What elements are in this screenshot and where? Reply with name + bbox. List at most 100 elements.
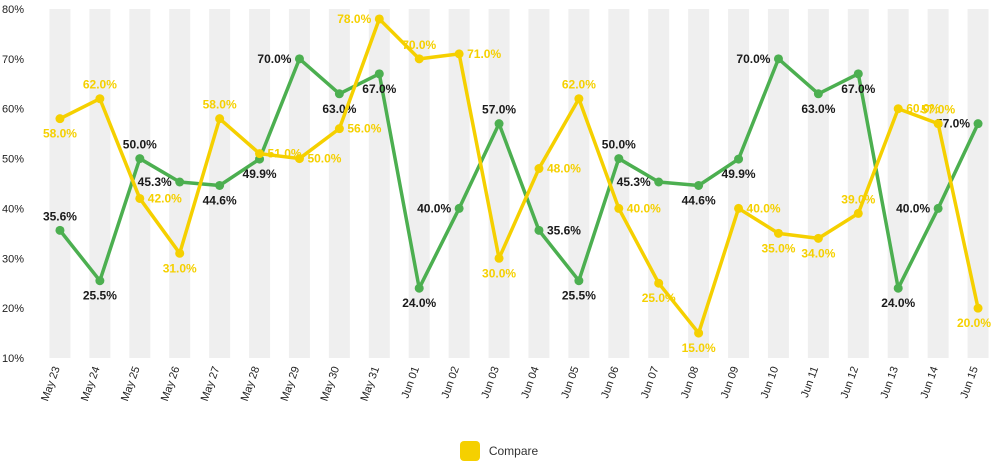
data-point[interactable]: [494, 253, 504, 263]
data-point[interactable]: [374, 69, 384, 79]
data-point[interactable]: [255, 149, 265, 159]
grid-band: [488, 9, 510, 358]
data-label: 63.0%: [801, 102, 835, 116]
data-label: 70.0%: [257, 52, 291, 66]
x-tick-label: Jun 02: [439, 365, 462, 400]
grid-band: [728, 9, 750, 358]
x-tick-label: Jun 14: [918, 365, 941, 400]
data-point[interactable]: [773, 228, 783, 238]
legend-item-compare[interactable]: Compare: [459, 441, 539, 461]
data-point[interactable]: [215, 114, 225, 124]
data-label: 50.0%: [123, 138, 157, 152]
data-point[interactable]: [773, 54, 783, 64]
x-tick-label: May 28: [239, 365, 263, 403]
grid-band: [129, 9, 151, 358]
y-tick-label: 40%: [2, 203, 24, 215]
data-point[interactable]: [933, 203, 943, 213]
x-tick-label: May 27: [199, 365, 223, 403]
x-tick-label: Jun 15: [958, 365, 981, 400]
data-point[interactable]: [334, 89, 344, 99]
data-point[interactable]: [454, 203, 464, 213]
data-label: 40.0%: [896, 201, 930, 215]
data-point[interactable]: [55, 114, 65, 124]
data-label: 24.0%: [881, 296, 915, 310]
data-point[interactable]: [95, 276, 105, 286]
data-point[interactable]: [933, 119, 943, 129]
data-point[interactable]: [893, 104, 903, 114]
data-point[interactable]: [893, 283, 903, 293]
x-tick-label: May 31: [358, 365, 382, 403]
data-point[interactable]: [614, 203, 624, 213]
data-point[interactable]: [853, 69, 863, 79]
x-tick-label: Jun 11: [799, 365, 821, 399]
data-label: 56.0%: [347, 122, 381, 136]
data-label: 78.0%: [337, 12, 371, 26]
data-point[interactable]: [294, 154, 304, 164]
data-point[interactable]: [494, 119, 504, 129]
data-label: 40.0%: [417, 201, 451, 215]
data-point[interactable]: [734, 154, 744, 164]
data-label: 31.0%: [163, 261, 197, 275]
data-label: 67.0%: [841, 82, 875, 96]
x-axis: May 23 May 24 May 25 May 26 May 27 May 28 May …: [39, 365, 981, 403]
grid-band: [49, 9, 71, 358]
grid-band: [89, 9, 111, 358]
data-point[interactable]: [55, 225, 65, 235]
data-label: 44.6%: [203, 193, 237, 207]
data-point[interactable]: [813, 233, 823, 243]
data-point[interactable]: [694, 328, 704, 338]
data-label: 57.0%: [482, 103, 516, 117]
data-point[interactable]: [215, 180, 225, 190]
data-point[interactable]: [694, 180, 704, 190]
y-axis: 10% 20% 30% 40% 50% 60% 70% 80%: [2, 4, 24, 365]
data-label: 20.0%: [957, 316, 991, 330]
data-point[interactable]: [414, 54, 424, 64]
data-label: 35.6%: [43, 209, 77, 223]
data-point[interactable]: [374, 14, 384, 24]
data-label: 57.0%: [921, 103, 955, 117]
data-point[interactable]: [175, 248, 185, 258]
data-point[interactable]: [574, 94, 584, 104]
legend-label: Compare: [488, 444, 539, 458]
data-point[interactable]: [175, 177, 185, 187]
data-point[interactable]: [574, 276, 584, 286]
data-point[interactable]: [135, 154, 145, 164]
data-point[interactable]: [534, 164, 544, 174]
x-tick-label: Jun 13: [878, 365, 901, 400]
data-point[interactable]: [734, 203, 744, 213]
x-tick-label: Jun 12: [839, 365, 862, 400]
data-point[interactable]: [973, 119, 983, 129]
data-label: 48.0%: [547, 162, 581, 176]
data-label: 39.0%: [841, 192, 875, 206]
x-tick-label: May 24: [79, 365, 103, 403]
data-point[interactable]: [614, 154, 624, 164]
y-tick-label: 30%: [2, 253, 24, 265]
data-label: 70.0%: [736, 52, 770, 66]
data-point[interactable]: [294, 54, 304, 64]
data-label: 45.3%: [138, 175, 172, 189]
grid-band: [767, 9, 789, 358]
data-point[interactable]: [95, 94, 105, 104]
data-point[interactable]: [654, 177, 664, 187]
data-point[interactable]: [973, 303, 983, 313]
data-point[interactable]: [454, 49, 464, 59]
data-label: 62.0%: [562, 78, 596, 92]
data-point[interactable]: [654, 278, 664, 288]
data-point[interactable]: [853, 208, 863, 218]
data-point[interactable]: [813, 89, 823, 99]
data-point[interactable]: [135, 193, 145, 203]
grid-band: [568, 9, 590, 358]
data-label: 44.6%: [682, 193, 716, 207]
data-point[interactable]: [414, 283, 424, 293]
data-label: 57.0%: [936, 117, 970, 131]
x-tick-label: May 30: [319, 365, 343, 403]
data-point[interactable]: [534, 225, 544, 235]
data-point[interactable]: [334, 124, 344, 134]
grid-band: [528, 9, 550, 358]
x-tick-label: May 29: [279, 365, 303, 403]
data-label: 62.0%: [83, 78, 117, 92]
y-tick-label: 50%: [2, 154, 24, 166]
data-label: 15.0%: [682, 341, 716, 355]
x-tick-label: Jun 09: [719, 365, 742, 400]
